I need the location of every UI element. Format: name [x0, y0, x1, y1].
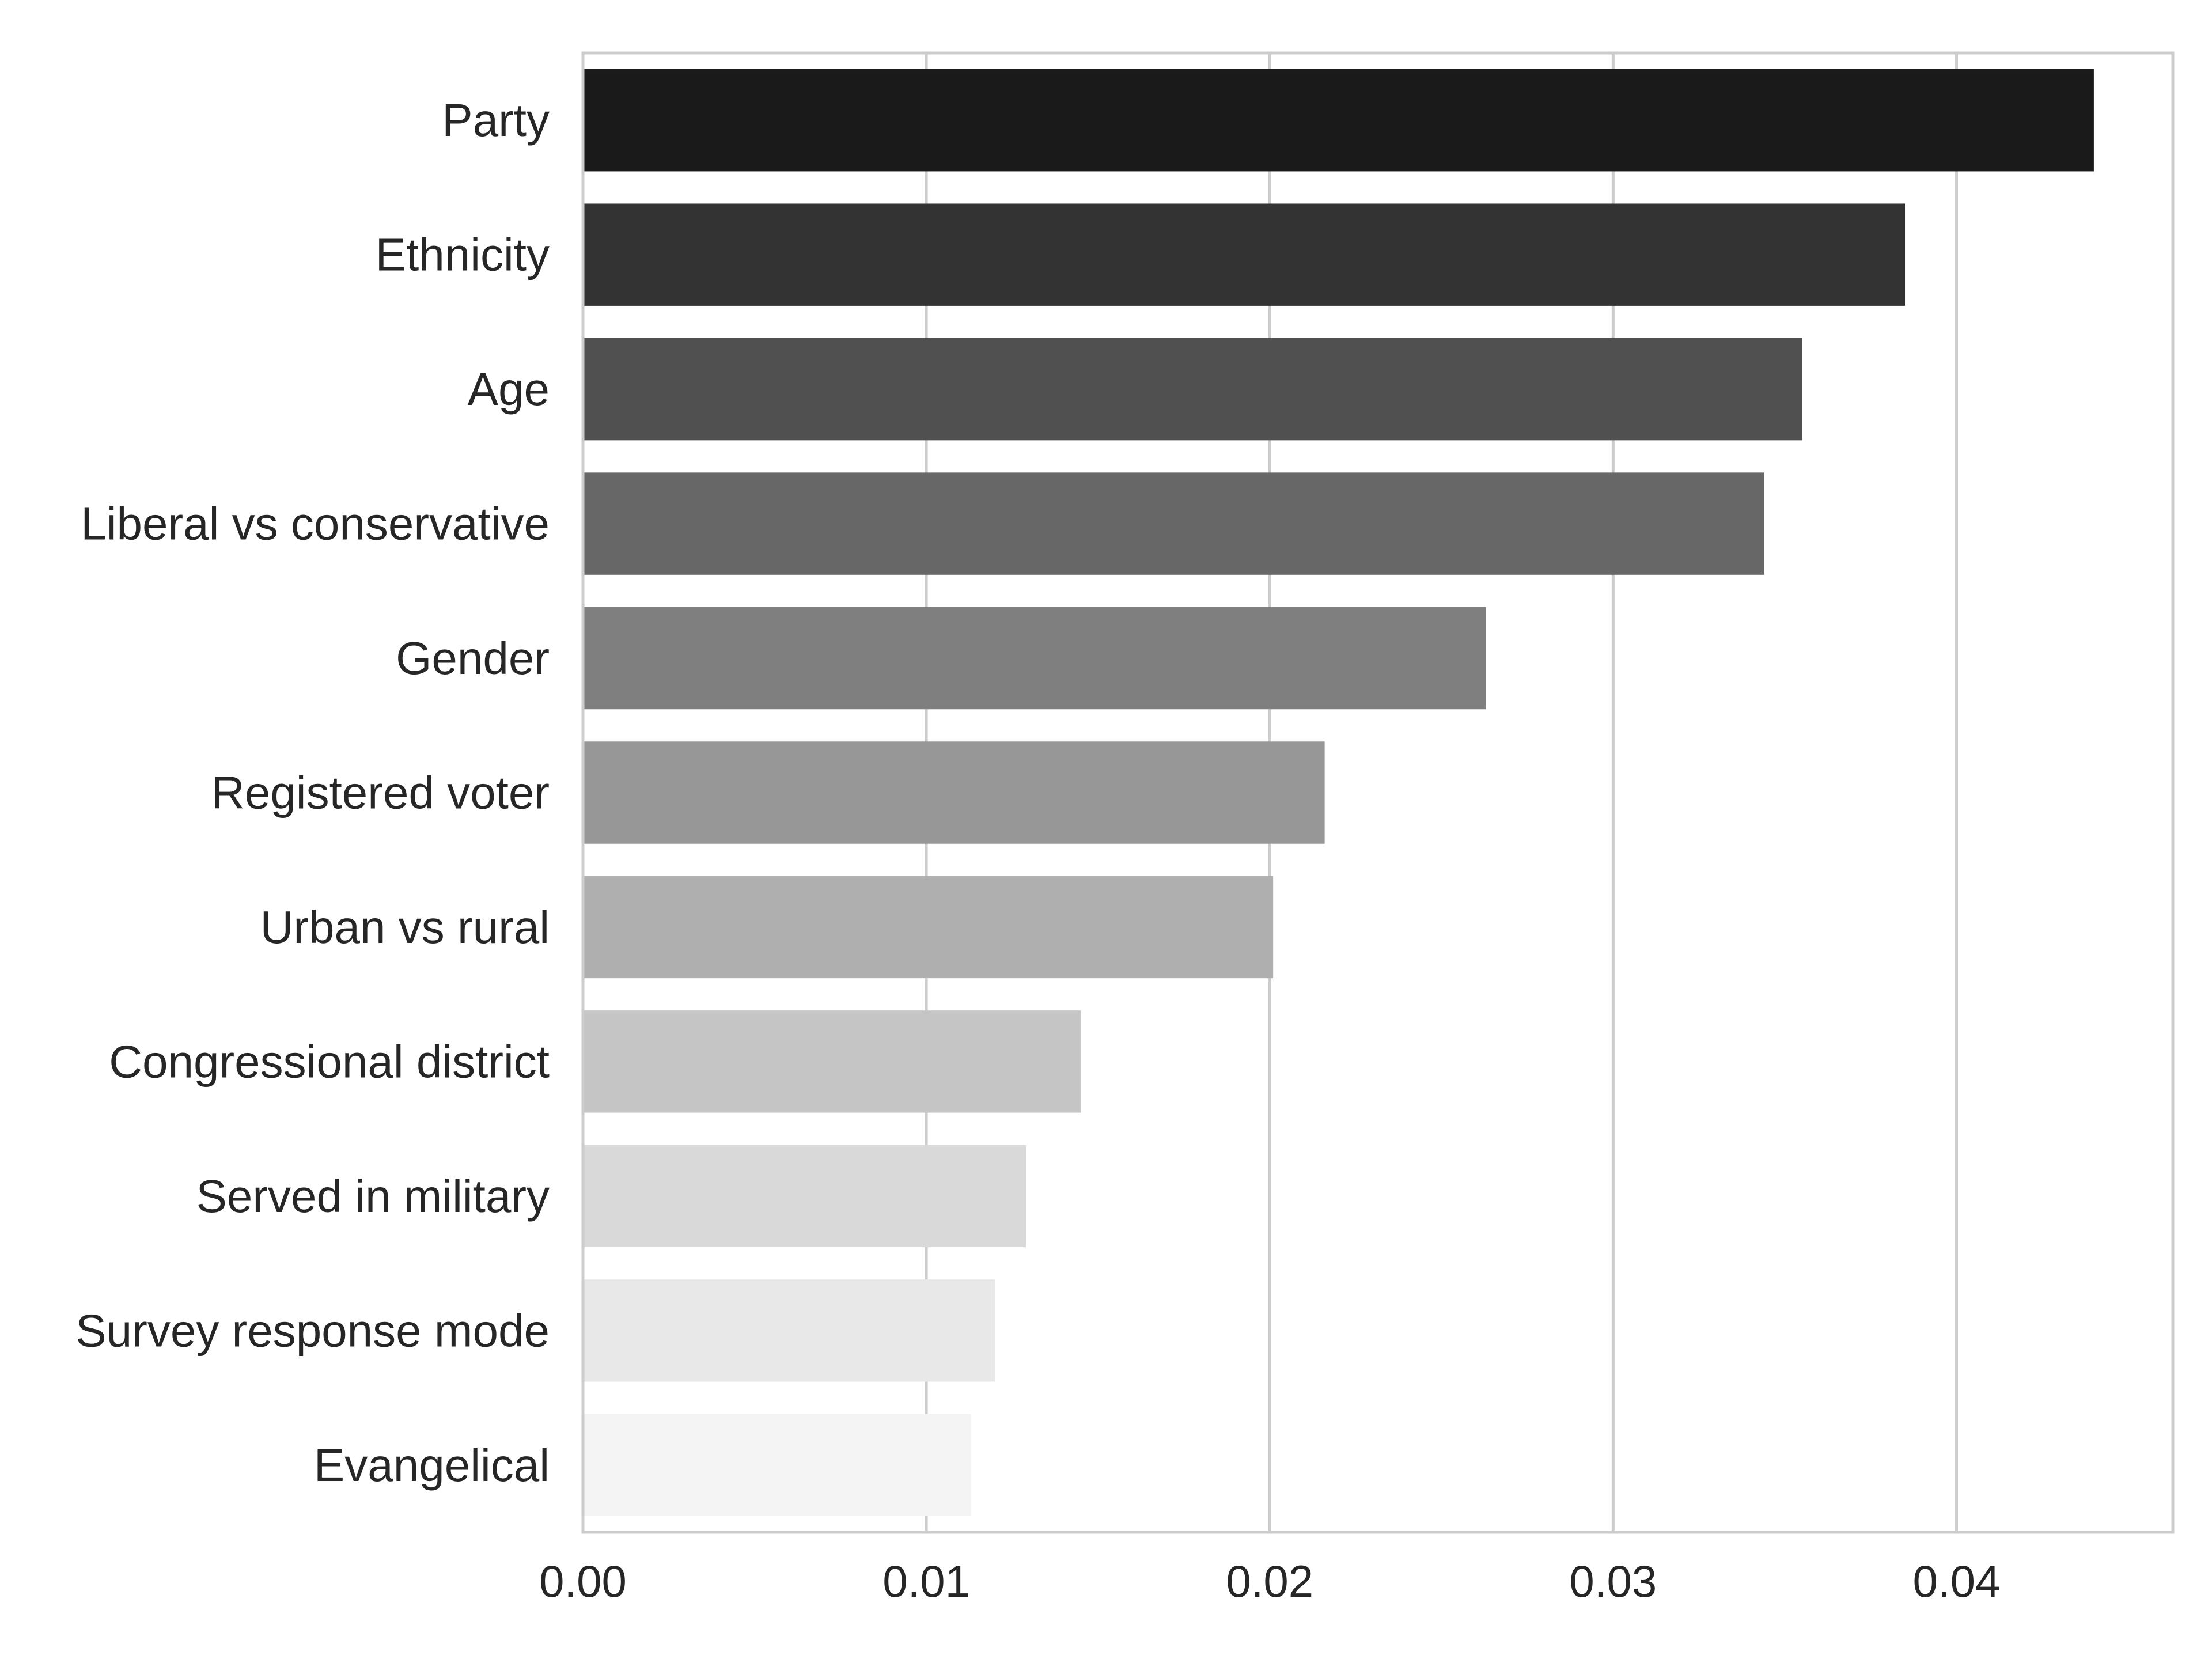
bar — [583, 472, 1764, 575]
category-label: Ethnicity — [376, 229, 550, 281]
bar — [583, 338, 1802, 441]
bars — [583, 69, 2094, 1516]
bar — [583, 1279, 995, 1382]
bar — [583, 1414, 971, 1516]
category-label: Age — [468, 363, 550, 415]
category-label: Survey response mode — [75, 1305, 550, 1356]
category-label: Registered voter — [211, 767, 550, 819]
category-label: Party — [442, 94, 550, 146]
category-label: Congressional district — [109, 1036, 550, 1087]
bar — [583, 876, 1274, 979]
category-labels: Party Ethnicity Age Liberal vs conservative… — [75, 94, 550, 1491]
category-label: Liberal vs conservative — [81, 498, 550, 550]
x-tick-labels: 0.00 0.01 0.02 0.03 0.04 — [539, 1556, 2000, 1607]
bar — [583, 69, 2094, 172]
bar — [583, 1010, 1081, 1113]
plot-frame — [581, 51, 2175, 1534]
bar — [583, 607, 1486, 710]
bar — [583, 1145, 1026, 1248]
x-tick-label: 0.03 — [1569, 1556, 1657, 1607]
bar — [583, 741, 1325, 844]
x-tick-label: 0.02 — [1226, 1556, 1313, 1607]
x-tick-label: 0.04 — [1913, 1556, 2001, 1607]
category-label: Evangelical — [314, 1440, 550, 1491]
category-label: Gender — [396, 632, 550, 684]
bar — [583, 203, 1906, 306]
category-label: Served in military — [196, 1171, 550, 1222]
x-tick-label: 0.00 — [539, 1556, 627, 1607]
category-label: Urban vs rural — [260, 902, 550, 953]
x-tick-label: 0.01 — [882, 1556, 970, 1607]
